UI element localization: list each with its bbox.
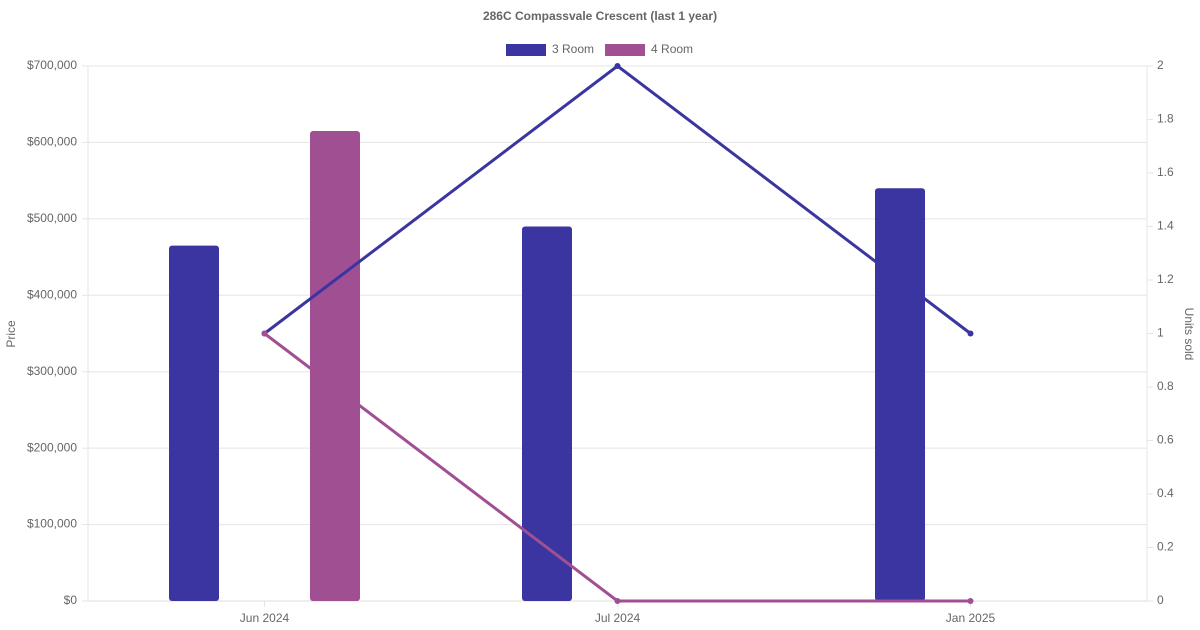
- line: [263, 64, 972, 335]
- line-point: [614, 63, 621, 69]
- bar: [875, 188, 925, 602]
- chart-title: 286C Compassvale Crescent (last 1 year): [483, 9, 717, 23]
- y2-tick-label: 1.2: [1157, 272, 1174, 286]
- y2-tick-label: 2: [1157, 58, 1164, 72]
- y-tick-label: $300,000: [27, 364, 77, 378]
- legend-label: 3 Room: [552, 42, 594, 56]
- line: [263, 332, 971, 603]
- line-point: [261, 330, 268, 337]
- y2-tick-label: 0.4: [1157, 486, 1174, 500]
- x-tick-label: Jul 2024: [595, 611, 641, 625]
- y-tick-label: $700,000: [27, 58, 77, 72]
- bar: [310, 130, 360, 601]
- y-tick-label: $0: [64, 593, 78, 607]
- bar: [169, 245, 219, 601]
- x-tick-label: Jan 2025: [946, 611, 996, 625]
- legend-swatch: [506, 44, 546, 56]
- y-tick-label: $100,000: [27, 517, 77, 531]
- y2-tick-label: 1.8: [1157, 112, 1174, 126]
- y2-tick-label: 0.2: [1157, 540, 1174, 554]
- y-tick-label: $500,000: [27, 211, 77, 225]
- line-point: [967, 330, 974, 337]
- y2-tick-label: 0.6: [1157, 433, 1174, 447]
- y2-tick-label: 0: [1157, 593, 1164, 607]
- line-point: [614, 598, 621, 604]
- legend-label: 4 Room: [651, 42, 693, 56]
- legend-swatch: [605, 44, 646, 56]
- y2-tick-label: 1.4: [1157, 219, 1174, 233]
- y-tick-label: $200,000: [27, 440, 77, 454]
- y-tick-label: $400,000: [27, 287, 77, 301]
- y2-tick-label: 0.8: [1157, 379, 1174, 393]
- bar: [522, 226, 572, 601]
- y2-tick-label: 1.6: [1157, 165, 1174, 179]
- y-axis-label: Price: [4, 320, 18, 348]
- y2-axis-label: Units sold: [1182, 308, 1196, 361]
- line-point: [967, 598, 974, 604]
- y2-tick-label: 1: [1157, 326, 1164, 340]
- y-tick-label: $600,000: [27, 135, 77, 149]
- x-tick-label: Jun 2024: [240, 611, 290, 625]
